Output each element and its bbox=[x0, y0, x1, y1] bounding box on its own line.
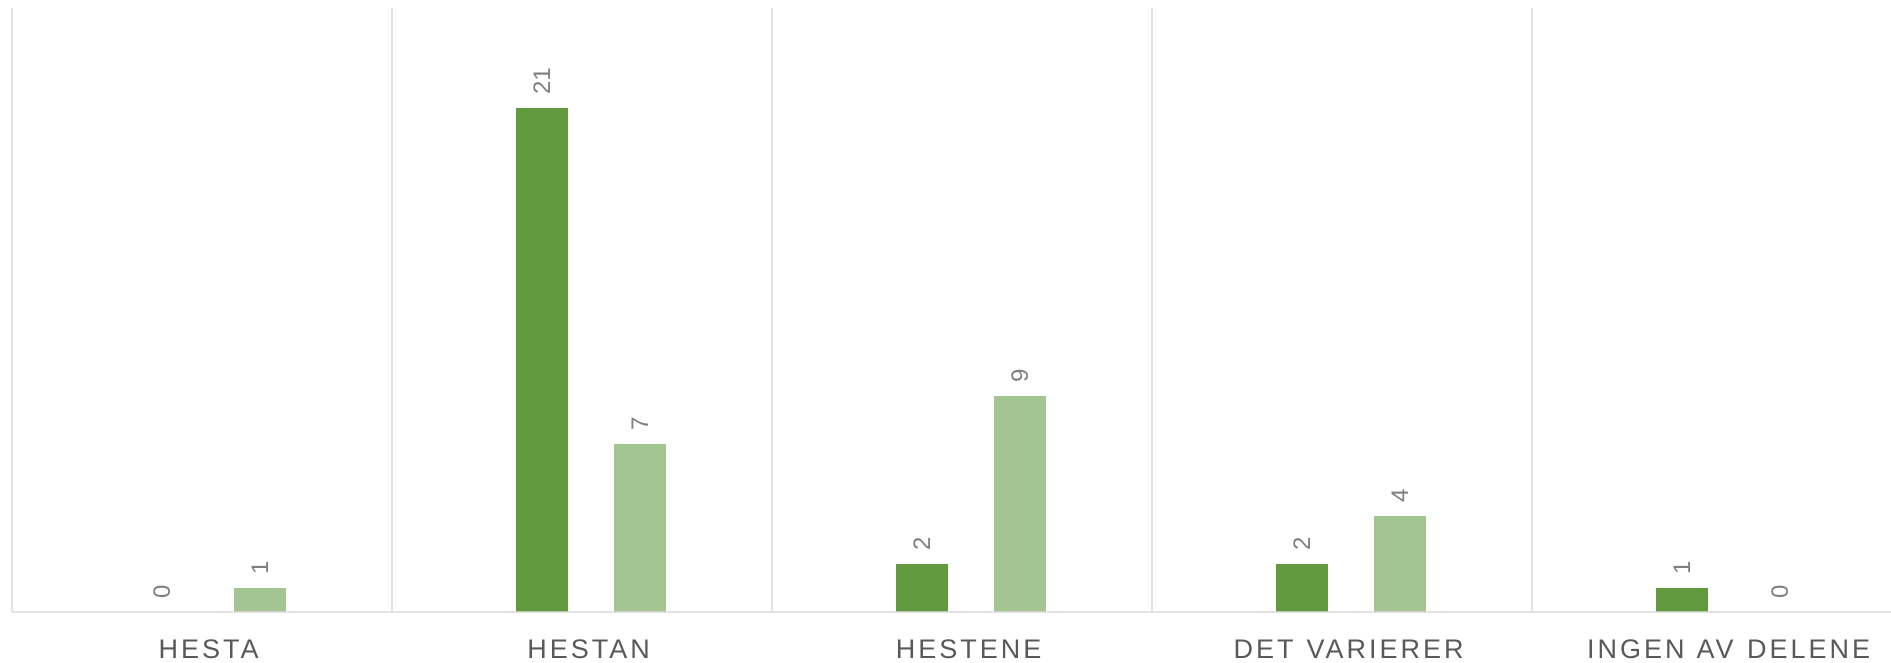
category-label: HESTA bbox=[158, 634, 261, 663]
category-label: INGEN AV DELENE bbox=[1587, 634, 1873, 663]
category-label: DET VARIERER bbox=[1233, 634, 1466, 663]
category-labels: HESTA HESTAN HESTENE DET VARIERER INGEN AV D… bbox=[158, 634, 1873, 663]
data-label: 9 bbox=[1007, 369, 1034, 382]
category-separators bbox=[11, 8, 1533, 612]
data-label: 4 bbox=[1387, 489, 1414, 502]
data-label: 0 bbox=[1767, 585, 1794, 598]
bar bbox=[234, 588, 286, 612]
data-label: 7 bbox=[627, 417, 654, 430]
data-labels: 0 1 21 7 2 9 2 4 1 0 bbox=[149, 67, 1794, 598]
bar bbox=[1276, 564, 1328, 612]
bar bbox=[1374, 516, 1426, 612]
data-label: 1 bbox=[247, 561, 274, 574]
data-label: 1 bbox=[1669, 561, 1696, 574]
bars bbox=[234, 108, 1708, 612]
category-label: HESTAN bbox=[527, 634, 653, 663]
bar bbox=[994, 396, 1046, 612]
bar bbox=[614, 444, 666, 612]
bar bbox=[1656, 588, 1708, 612]
data-label: 21 bbox=[529, 67, 556, 94]
data-label: 0 bbox=[149, 585, 176, 598]
category-label: HESTENE bbox=[896, 634, 1045, 663]
bar bbox=[516, 108, 568, 612]
bar bbox=[896, 564, 948, 612]
data-label: 2 bbox=[909, 537, 936, 550]
data-label: 2 bbox=[1289, 537, 1316, 550]
